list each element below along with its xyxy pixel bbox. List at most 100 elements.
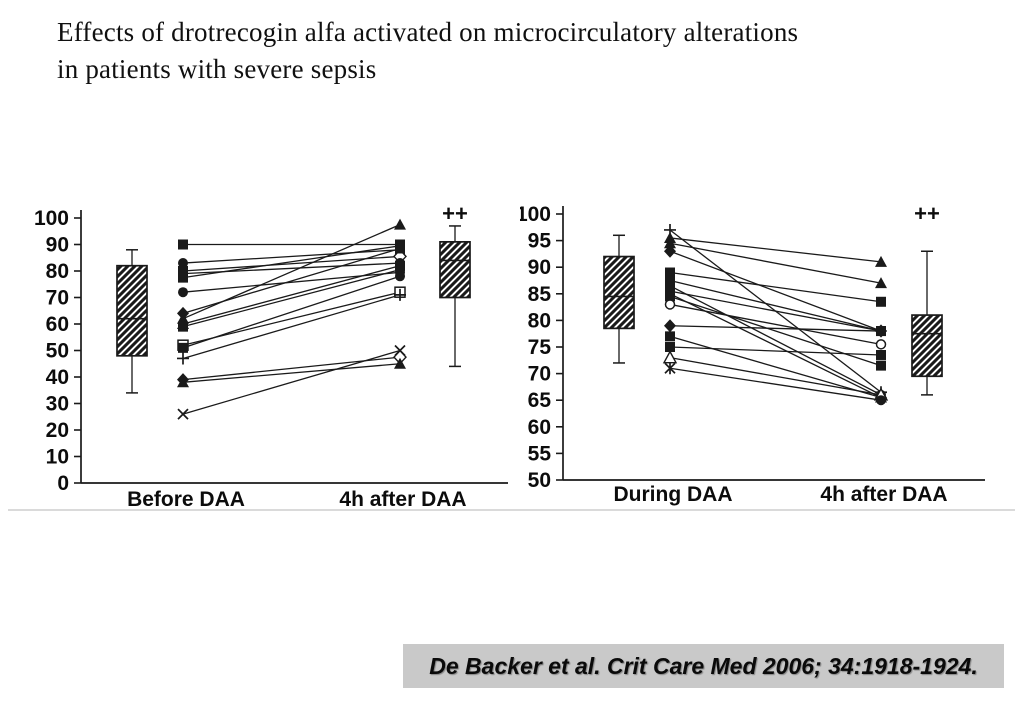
patient-line <box>669 303 882 345</box>
box-hatched <box>439 240 471 299</box>
category-label: Before DAA <box>127 488 245 511</box>
significance-annotation: ++ <box>914 201 940 226</box>
y-tick-label: 65 <box>528 389 552 412</box>
filled-square-marker <box>665 280 675 291</box>
filled-circle-marker <box>178 287 188 298</box>
patient-line <box>182 265 401 325</box>
filled-square-marker <box>178 239 188 250</box>
open-circle-marker <box>875 339 887 350</box>
y-tick-label: 50 <box>46 340 69 363</box>
y-tick-label: 40 <box>46 366 69 389</box>
y-tick-label: 0 <box>57 472 69 495</box>
filled-diamond-marker <box>664 244 676 258</box>
slide-title-line1: Effects of drotrecogin alfa activated on… <box>57 17 799 47</box>
filled-square-marker <box>178 321 188 332</box>
y-tick-label: 50 <box>528 469 551 492</box>
patient-line <box>669 290 882 332</box>
slide-title: Effects of drotrecogin alfa activated on… <box>57 14 937 88</box>
patient-line <box>182 363 401 383</box>
y-tick-label: 55 <box>528 442 552 465</box>
box-hatched <box>603 255 635 330</box>
filled-circle-marker <box>178 258 188 269</box>
filled-square-marker <box>665 275 675 286</box>
patient-line <box>182 271 401 293</box>
y-tick-label: 75 <box>528 336 552 359</box>
patient-line <box>182 245 401 279</box>
citation-bar: De Backer et al. Crit Care Med 2006; 34:… <box>403 644 1004 688</box>
patient-line <box>669 242 882 284</box>
y-tick-label: 10 <box>46 446 69 469</box>
patient-line <box>182 349 401 415</box>
patient-line <box>669 271 882 303</box>
filled-triangle-marker <box>394 218 406 230</box>
filled-circle-marker <box>395 271 405 282</box>
filled-square-marker <box>178 272 188 283</box>
patient-line <box>669 285 882 396</box>
y-tick-label: 95 <box>528 230 552 253</box>
filled-square-marker <box>876 349 886 360</box>
filled-triangle-marker <box>875 277 887 289</box>
category-label: 4h after DAA <box>339 488 466 511</box>
filled-triangle-marker <box>394 357 406 369</box>
y-tick-label: 80 <box>528 309 551 332</box>
filled-square-marker <box>665 267 675 278</box>
y-tick-label: 60 <box>46 313 69 336</box>
y-tick-label: 85 <box>528 283 552 306</box>
patient-line <box>669 295 882 367</box>
plus-marker <box>394 288 406 301</box>
x-marker <box>177 408 189 420</box>
slide-title-line2: in patients with severe sepsis <box>57 54 377 84</box>
patient-line <box>182 269 401 328</box>
patient-line <box>669 250 882 332</box>
box-hatched <box>116 264 148 357</box>
y-tick-label: 20 <box>46 419 69 442</box>
patient-line <box>669 237 882 263</box>
citation-text: De Backer et al. Crit Care Med 2006; 34:… <box>429 652 978 679</box>
patient-line <box>182 249 401 264</box>
y-tick-label: 100 <box>34 207 69 230</box>
plus-marker <box>177 352 189 365</box>
horizontal-divider <box>8 509 1015 511</box>
patient-line <box>669 356 882 396</box>
y-tick-label: 60 <box>528 416 551 439</box>
chart-before-vs-after-daa: 0 10 20 30 40 50 60 70 80 90 100 ++ Before DAA 4h aft… <box>34 201 508 511</box>
y-tick-label: 100 <box>520 203 551 226</box>
filled-square-marker <box>395 243 405 254</box>
filled-square-marker <box>876 296 886 307</box>
open-circle-marker <box>664 299 676 310</box>
y-tick-label: 80 <box>46 260 69 283</box>
asterisk-marker <box>664 362 676 375</box>
chart-during-vs-after-daa: 50 55 60 65 70 75 80 85 90 95 100 ++ During DAA 4h af… <box>520 201 985 506</box>
significance-annotation: ++ <box>442 201 468 226</box>
filled-square-marker <box>665 291 675 302</box>
open-triangle-marker <box>662 350 678 364</box>
box-hatched <box>911 314 943 378</box>
y-tick-label: 90 <box>528 256 551 279</box>
filled-square-marker <box>876 360 886 371</box>
filled-square-marker <box>665 342 675 352</box>
filled-triangle-marker <box>875 255 887 267</box>
y-tick-label: 70 <box>528 363 551 386</box>
patient-line <box>669 325 882 332</box>
y-tick-label: 70 <box>46 287 69 310</box>
filled-triangle-marker <box>664 237 676 249</box>
filled-square-marker <box>665 331 675 342</box>
category-label: During DAA <box>614 483 733 506</box>
patient-line <box>182 275 401 349</box>
filled-square-marker <box>178 342 188 353</box>
patient-line <box>182 247 401 315</box>
filled-diamond-marker <box>875 324 887 338</box>
patient-line <box>669 367 882 401</box>
x-marker <box>394 344 406 357</box>
patient-line <box>182 224 401 320</box>
y-tick-label: 30 <box>46 393 69 416</box>
y-tick-label: 90 <box>46 234 69 257</box>
category-label: 4h after DAA <box>820 483 947 506</box>
filled-diamond-marker <box>664 319 676 333</box>
filled-triangle-marker <box>177 376 189 388</box>
patient-line <box>669 279 882 332</box>
patient-line <box>669 335 882 399</box>
patient-line <box>182 294 401 360</box>
patient-line <box>669 346 882 356</box>
